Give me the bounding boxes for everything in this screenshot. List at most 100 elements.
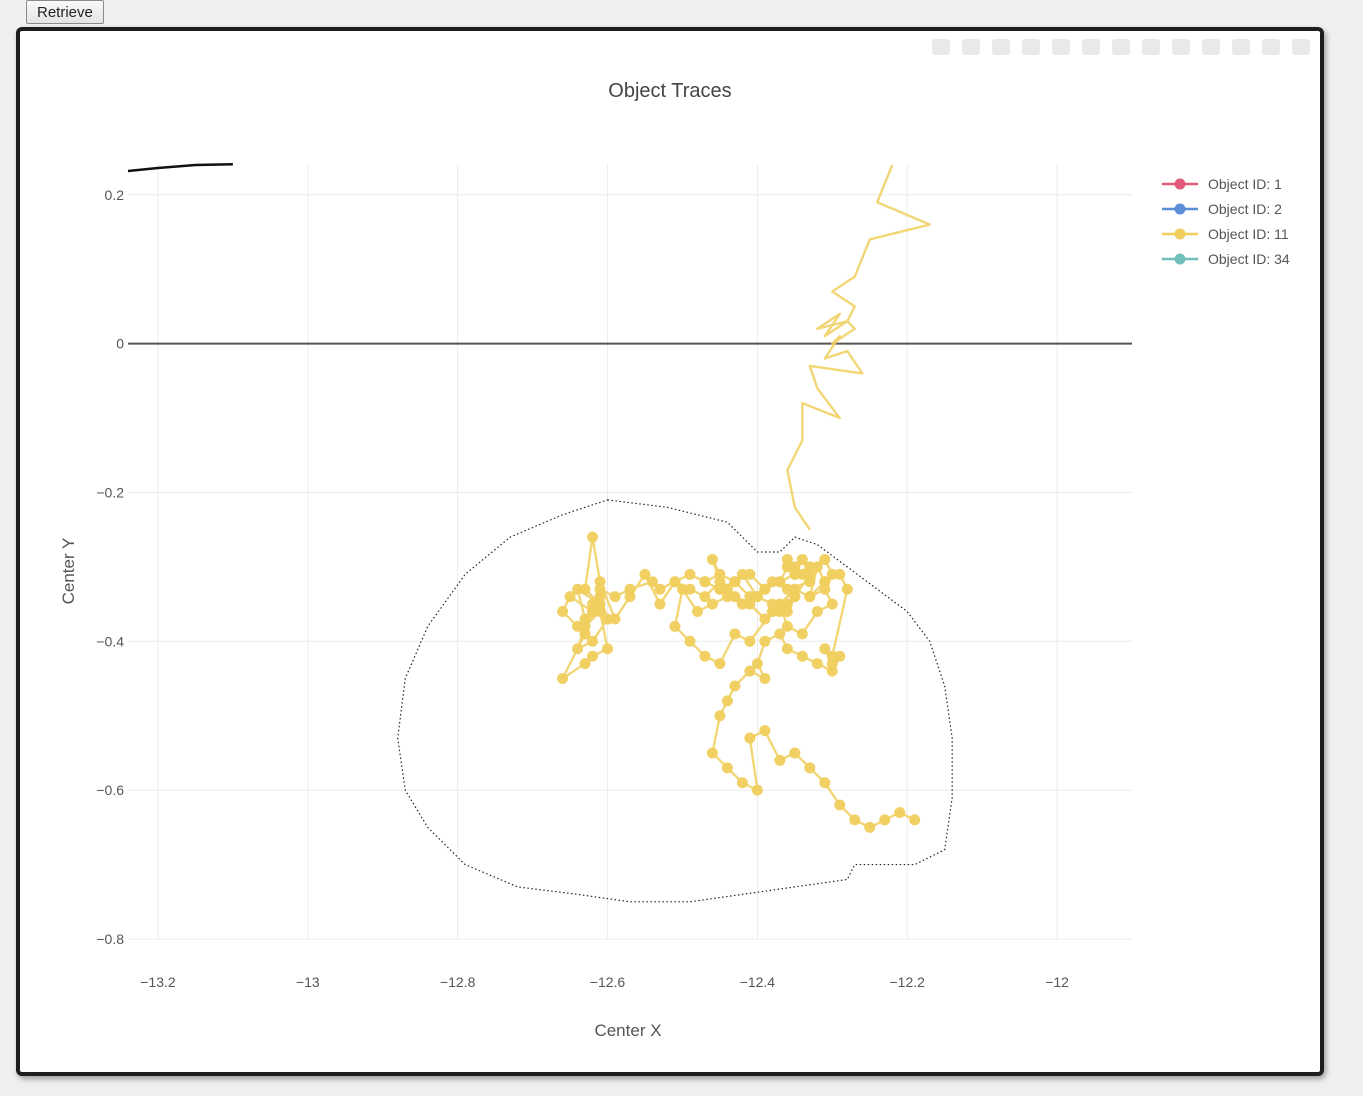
data-point[interactable] (781, 620, 793, 632)
data-point[interactable] (699, 591, 711, 603)
lasso-icon[interactable] (1052, 39, 1070, 55)
data-point[interactable] (669, 620, 681, 632)
plot-modebar[interactable] (932, 39, 1310, 55)
data-point[interactable] (759, 725, 771, 737)
data-point[interactable] (744, 635, 756, 647)
data-point[interactable] (572, 583, 584, 595)
data-point[interactable] (834, 568, 846, 580)
data-point[interactable] (796, 650, 808, 662)
data-point[interactable] (602, 613, 614, 625)
data-point[interactable] (714, 710, 726, 722)
data-point[interactable] (759, 583, 771, 595)
data-point[interactable] (594, 606, 606, 618)
data-point[interactable] (744, 568, 756, 580)
data-point[interactable] (624, 583, 636, 595)
data-point[interactable] (602, 643, 614, 655)
data-point[interactable] (729, 591, 741, 603)
data-point[interactable] (789, 568, 801, 580)
data-point[interactable] (804, 591, 816, 603)
data-point[interactable] (669, 576, 681, 588)
data-point[interactable] (587, 531, 599, 543)
data-point[interactable] (721, 762, 733, 774)
data-point[interactable] (849, 814, 861, 826)
legend-item[interactable]: Object ID: 2 (1162, 201, 1282, 217)
data-point[interactable] (639, 568, 651, 580)
data-point[interactable] (834, 799, 846, 811)
data-point[interactable] (729, 576, 741, 588)
data-point[interactable] (654, 598, 666, 610)
data-point[interactable] (811, 606, 823, 618)
data-point[interactable] (759, 613, 771, 625)
data-point[interactable] (721, 695, 733, 707)
object-traces-chart[interactable]: −13.2 −13 −12.8 −12.6 −12.4 −12.2 −12 0.2 0 −0.2… (20, 31, 1320, 1072)
data-point[interactable] (909, 814, 921, 826)
data-point[interactable] (819, 576, 831, 588)
data-point[interactable] (579, 628, 591, 640)
data-point[interactable] (826, 665, 838, 677)
data-point[interactable] (819, 643, 831, 655)
camera-icon[interactable] (932, 39, 950, 55)
data-point[interactable] (684, 568, 696, 580)
data-point[interactable] (587, 598, 599, 610)
data-point[interactable] (751, 784, 763, 796)
data-point[interactable] (894, 806, 906, 818)
data-point[interactable] (684, 635, 696, 647)
legend-item[interactable]: Object ID: 11 (1162, 226, 1289, 242)
spike-lines-icon[interactable] (1202, 39, 1220, 55)
data-point[interactable] (781, 561, 793, 573)
autoscale-icon[interactable] (1142, 39, 1160, 55)
data-point[interactable] (879, 814, 891, 826)
data-point[interactable] (789, 747, 801, 759)
data-point[interactable] (557, 606, 569, 618)
data-point[interactable] (699, 576, 711, 588)
zoom-in-icon[interactable] (1082, 39, 1100, 55)
data-point[interactable] (676, 583, 688, 595)
data-point[interactable] (691, 606, 703, 618)
data-point[interactable] (774, 754, 786, 766)
data-point[interactable] (654, 583, 666, 595)
data-point[interactable] (587, 650, 599, 662)
data-point[interactable] (714, 658, 726, 670)
hover-closest-icon[interactable] (1232, 39, 1250, 55)
data-point[interactable] (819, 777, 831, 789)
data-point[interactable] (834, 650, 846, 662)
data-point[interactable] (819, 553, 831, 565)
data-point[interactable] (587, 635, 599, 647)
data-point[interactable] (826, 598, 838, 610)
legend-item[interactable]: Object ID: 1 (1162, 176, 1282, 192)
data-point[interactable] (706, 553, 718, 565)
pan-icon[interactable] (992, 39, 1010, 55)
data-point[interactable] (594, 583, 606, 595)
data-point[interactable] (811, 658, 823, 670)
data-point[interactable] (744, 732, 756, 744)
legend-item[interactable]: Object ID: 34 (1162, 251, 1290, 267)
data-point[interactable] (744, 591, 756, 603)
data-point[interactable] (774, 598, 786, 610)
data-point[interactable] (796, 628, 808, 640)
data-point[interactable] (714, 568, 726, 580)
data-point[interactable] (557, 673, 569, 685)
data-point[interactable] (699, 650, 711, 662)
data-point[interactable] (572, 643, 584, 655)
hover-compare-icon[interactable] (1262, 39, 1280, 55)
zoom-icon[interactable] (962, 39, 980, 55)
data-point[interactable] (759, 673, 771, 685)
data-point[interactable] (751, 658, 763, 670)
data-point[interactable] (774, 628, 786, 640)
data-point[interactable] (736, 777, 748, 789)
data-point[interactable] (789, 583, 801, 595)
data-point[interactable] (774, 576, 786, 588)
data-point[interactable] (759, 635, 771, 647)
data-point[interactable] (646, 576, 658, 588)
data-point[interactable] (706, 598, 718, 610)
data-point[interactable] (796, 553, 808, 565)
box-select-icon[interactable] (1022, 39, 1040, 55)
reset-axes-icon[interactable] (1172, 39, 1190, 55)
data-point[interactable] (811, 561, 823, 573)
data-point[interactable] (714, 583, 726, 595)
data-point[interactable] (609, 591, 621, 603)
data-point[interactable] (744, 665, 756, 677)
legend[interactable]: Object ID: 1 Object ID: 2 Object ID: 11 Obj… (1162, 176, 1290, 267)
data-point[interactable] (729, 680, 741, 692)
data-point[interactable] (579, 658, 591, 670)
